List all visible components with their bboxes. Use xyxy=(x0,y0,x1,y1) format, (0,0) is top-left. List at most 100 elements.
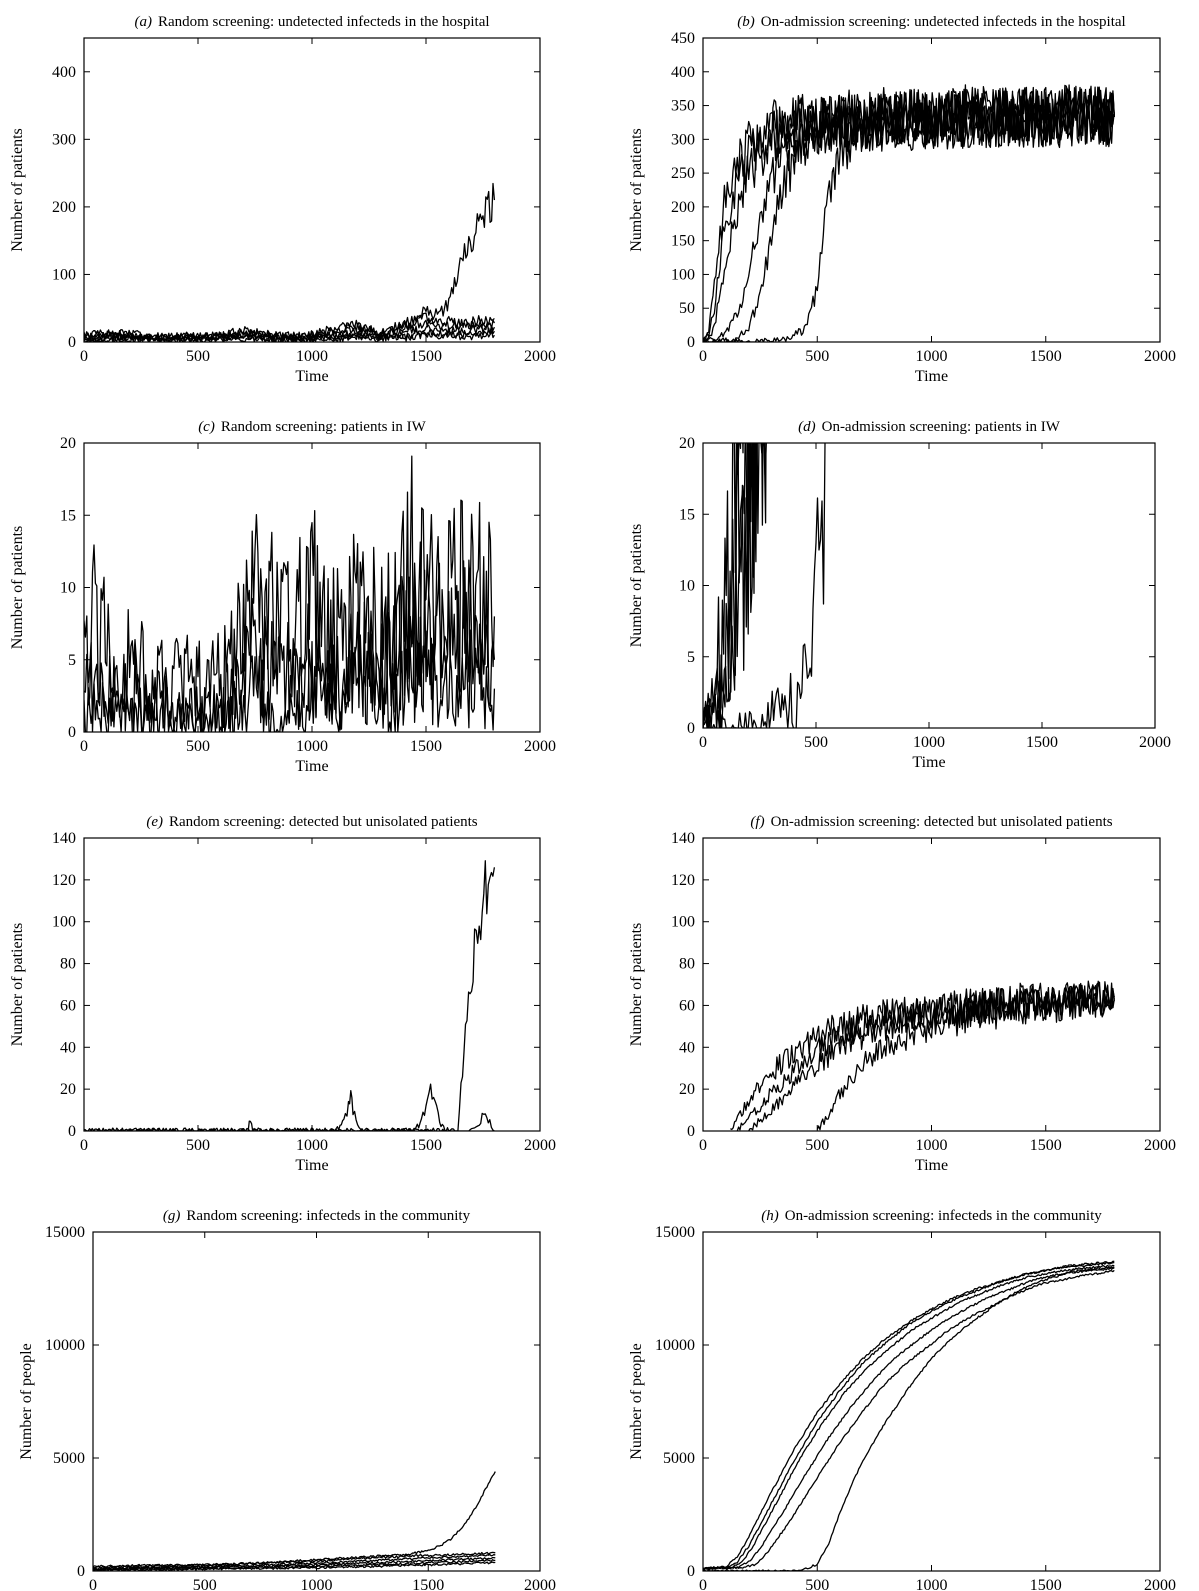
x-axis-label: Time xyxy=(915,368,948,385)
y-tick-label: 0 xyxy=(687,720,695,737)
panel-title-text: Random screening: patients in IW xyxy=(221,419,427,435)
x-tick-label: 500 xyxy=(186,1137,210,1154)
series-line xyxy=(816,984,1115,1131)
panel-b: (b) On-admission screening: undetected in… xyxy=(628,14,1176,385)
y-axis-label: Number of people xyxy=(628,1343,645,1459)
panel-letter: (g) xyxy=(163,1208,181,1224)
y-tick-label: 300 xyxy=(671,131,695,148)
panel-letter: (e) xyxy=(146,814,163,830)
series-line xyxy=(748,981,1115,1131)
x-tick-label: 500 xyxy=(805,1137,829,1154)
x-tick-label: 1500 xyxy=(410,348,442,365)
x-tick-label: 1500 xyxy=(1030,1577,1062,1591)
x-tick-label: 1000 xyxy=(916,1577,948,1591)
series-line xyxy=(703,443,771,728)
y-tick-label: 450 xyxy=(671,30,695,47)
panel-title-text: Random screening: detected but unisolate… xyxy=(169,814,478,830)
plot-frame xyxy=(702,1231,1161,1572)
y-tick-label: 5 xyxy=(687,649,695,666)
x-tick-label: 2000 xyxy=(1144,1137,1176,1154)
panel-a: (a) Random screening: undetected infected… xyxy=(9,14,556,385)
x-tick-label: 2000 xyxy=(524,1577,556,1591)
x-tick-label: 1000 xyxy=(296,738,328,755)
panel-title: (d) On-admission screening: patients in I… xyxy=(798,419,1061,435)
y-axis-label: Number of patients xyxy=(628,524,645,648)
y-tick-label: 5 xyxy=(68,652,76,669)
y-axis-label: Number of people xyxy=(18,1343,35,1459)
y-tick-label: 200 xyxy=(52,199,76,216)
panel-title: (a) Random screening: undetected infected… xyxy=(134,14,489,30)
y-tick-label: 0 xyxy=(68,724,76,741)
panel-letter: (h) xyxy=(761,1208,779,1224)
panel-title-text: On-admission screening: infecteds in the… xyxy=(785,1208,1103,1224)
panel-g: (g) Random screening: infecteds in the co… xyxy=(18,1208,556,1591)
x-tick-label: 1000 xyxy=(296,348,328,365)
plot-frame xyxy=(83,37,541,343)
panel-title: (b) On-admission screening: undetected in… xyxy=(737,14,1125,30)
series-line xyxy=(703,1269,1115,1570)
y-tick-label: 20 xyxy=(679,435,695,452)
x-tick-label: 500 xyxy=(804,734,828,751)
y-tick-label: 150 xyxy=(671,233,695,250)
panel-letter: (f) xyxy=(750,814,764,830)
x-axis-label: Time xyxy=(295,368,328,385)
x-tick-label: 2000 xyxy=(524,348,556,365)
x-tick-label: 1000 xyxy=(296,1137,328,1154)
x-axis-label: Time xyxy=(915,1157,948,1174)
y-tick-label: 5000 xyxy=(53,1450,85,1467)
panel-h: (h) On-admission screening: infecteds in … xyxy=(628,1208,1176,1591)
x-tick-label: 2000 xyxy=(1139,734,1171,751)
y-axis-label: Number of patients xyxy=(9,923,26,1047)
y-tick-label: 50 xyxy=(679,300,695,317)
x-tick-label: 1500 xyxy=(412,1577,444,1591)
plot-frame xyxy=(702,837,1161,1132)
panel-title: (h) On-admission screening: infecteds in … xyxy=(761,1208,1102,1224)
y-axis-label: Number of patients xyxy=(628,128,645,252)
y-tick-label: 15000 xyxy=(45,1224,85,1241)
series-line xyxy=(703,1266,1115,1570)
panel-title: (g) Random screening: infecteds in the co… xyxy=(163,1208,471,1224)
x-tick-label: 0 xyxy=(699,734,707,751)
y-tick-label: 100 xyxy=(671,266,695,283)
x-tick-label: 0 xyxy=(80,1137,88,1154)
panel-d: (d) On-admission screening: patients in I… xyxy=(628,419,1171,771)
x-tick-label: 500 xyxy=(193,1577,217,1591)
series-line xyxy=(703,443,826,728)
series-line xyxy=(93,1561,496,1571)
y-tick-label: 10000 xyxy=(45,1337,85,1354)
y-tick-label: 80 xyxy=(60,956,76,973)
y-tick-label: 120 xyxy=(671,872,695,889)
y-tick-label: 80 xyxy=(679,956,695,973)
x-tick-label: 0 xyxy=(699,1137,707,1154)
x-tick-label: 1000 xyxy=(916,348,948,365)
y-tick-label: 0 xyxy=(77,1563,85,1580)
panel-c: (c) Random screening: patients in IW 0 500 1… xyxy=(9,419,556,775)
x-tick-label: 500 xyxy=(186,738,210,755)
x-tick-label: 0 xyxy=(699,348,707,365)
series-line xyxy=(93,1471,496,1568)
plot-frame xyxy=(83,837,541,1132)
y-tick-label: 0 xyxy=(68,334,76,351)
y-axis-label: Number of patients xyxy=(9,526,26,650)
x-tick-label: 500 xyxy=(805,1577,829,1591)
series-line xyxy=(93,1551,496,1569)
series-line xyxy=(84,330,495,342)
y-tick-label: 60 xyxy=(60,997,76,1014)
series-line xyxy=(93,1556,496,1571)
y-tick-label: 10 xyxy=(60,580,76,597)
y-tick-label: 100 xyxy=(671,914,695,931)
panel-e: (e) Random screening: detected but unisol… xyxy=(9,814,556,1174)
panel-letter: (a) xyxy=(134,14,152,30)
y-tick-label: 200 xyxy=(671,199,695,216)
x-tick-label: 1500 xyxy=(1026,734,1058,751)
x-axis-label: Time xyxy=(295,758,328,775)
x-tick-label: 0 xyxy=(89,1577,97,1591)
x-axis-label: Time xyxy=(295,1157,328,1174)
panel-f: (f) On-admission screening: detected but … xyxy=(628,814,1176,1174)
panel-title-text: On-admission screening: patients in IW xyxy=(822,419,1061,435)
y-tick-label: 15 xyxy=(679,506,695,523)
x-axis-label: Time xyxy=(912,754,945,771)
series-line xyxy=(84,603,496,732)
y-tick-label: 40 xyxy=(60,1039,76,1056)
series-line xyxy=(703,86,1115,342)
